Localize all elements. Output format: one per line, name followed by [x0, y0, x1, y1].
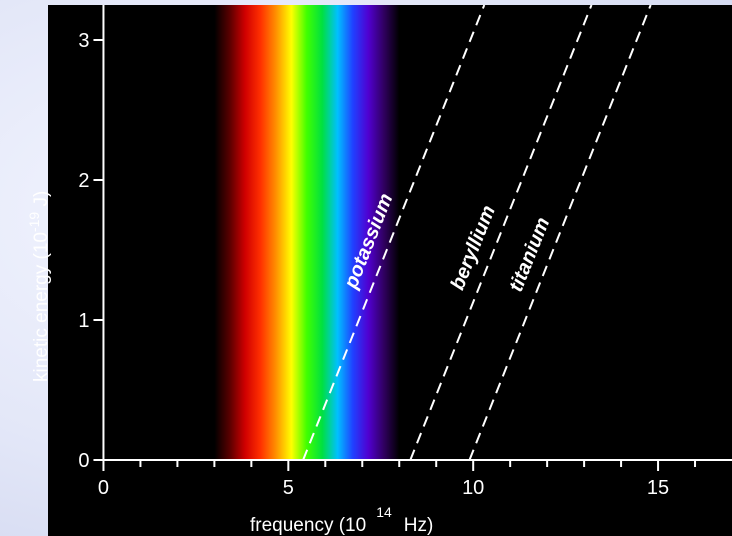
x-tick-label: 5 [283, 477, 294, 499]
y-tick-label: 1 [78, 310, 89, 332]
y-axis-title-exponent: -19 [26, 212, 42, 232]
y-tick-label: 2 [78, 170, 89, 192]
y-axis-title: kinetic energy (10-19 J) [26, 191, 52, 382]
series-line-titanium [468, 4, 652, 461]
x-axis-title-exponent: 14 [376, 504, 392, 520]
y-tick-label: 3 [78, 30, 89, 52]
x-tick-label: 15 [647, 477, 669, 499]
series-line-beryllium [409, 4, 593, 461]
x-tick-label: 10 [462, 477, 484, 499]
tick-layer: 0 5 10 15 0 1 2 3 [78, 30, 697, 499]
x-axis-title-unit: Hz) [404, 515, 434, 536]
x-tick-label: 0 [98, 477, 109, 499]
y-axis-title-unit: J) [31, 191, 52, 212]
y-tick-label: 0 [78, 450, 89, 472]
visible-spectrum-band [214, 5, 400, 460]
series-line-potassium [302, 4, 486, 461]
x-axis-title: frequency (1014Hz) [250, 504, 433, 536]
